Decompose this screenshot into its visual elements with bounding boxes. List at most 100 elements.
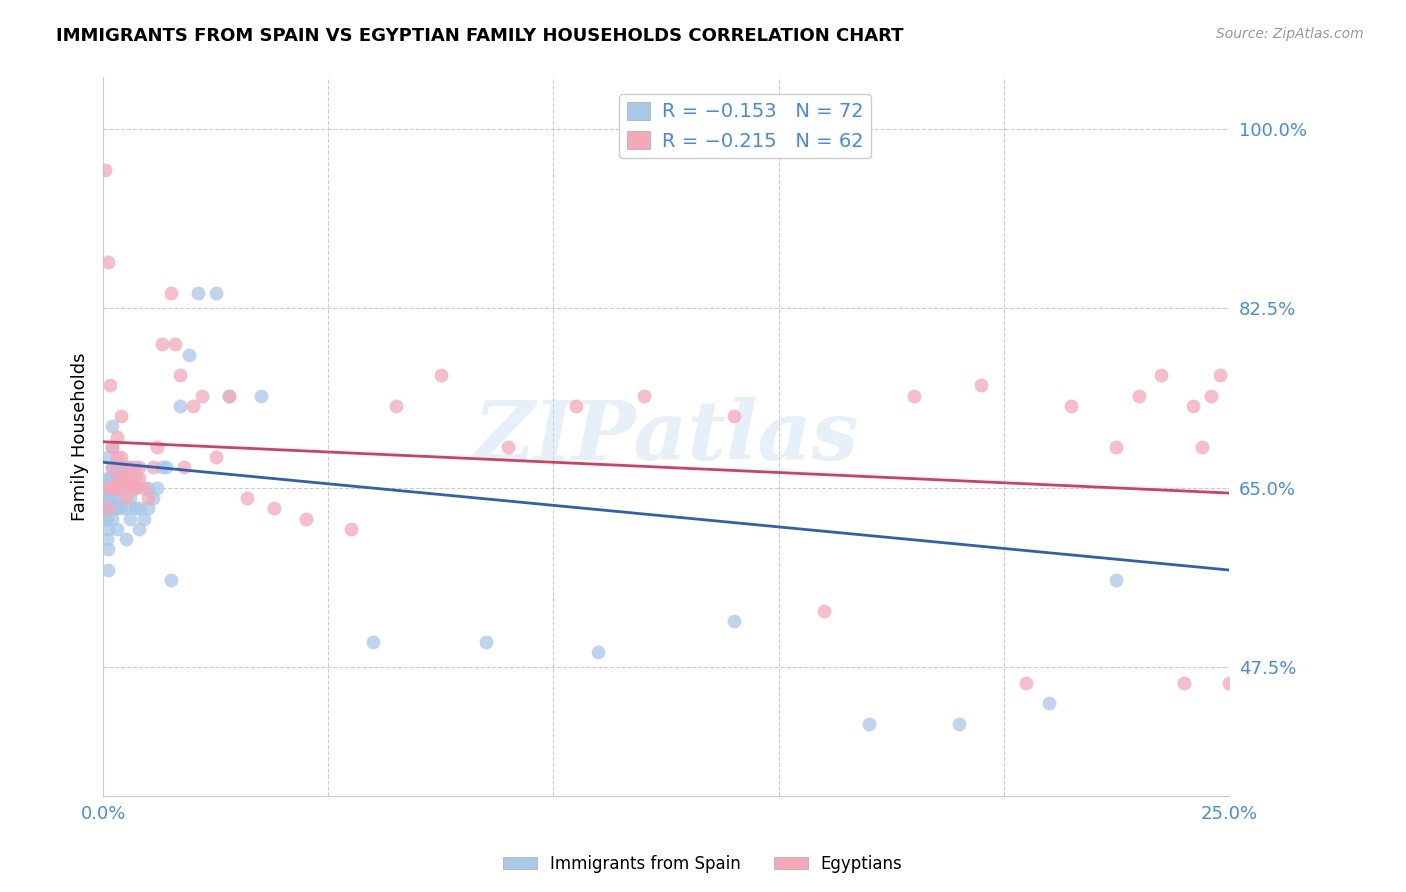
Point: [169, 368, 191, 382]
Point: [813, 604, 835, 618]
Point: [249, 388, 271, 402]
Point: [97, 481, 120, 495]
Point: [97, 255, 120, 269]
Point: [191, 388, 214, 402]
Point: [97, 450, 120, 464]
Point: [173, 460, 195, 475]
Point: [97, 501, 120, 516]
Point: [169, 399, 191, 413]
Point: [114, 460, 136, 475]
Point: [114, 501, 136, 516]
Point: [1191, 440, 1213, 454]
Point: [136, 481, 159, 495]
Point: [120, 491, 142, 505]
Point: [146, 440, 169, 454]
Point: [94, 501, 117, 516]
Point: [105, 522, 128, 536]
Text: ZIPatlas: ZIPatlas: [474, 397, 859, 476]
Point: [159, 574, 181, 588]
Point: [1209, 368, 1232, 382]
Y-axis label: Family Households: Family Households: [72, 352, 89, 521]
Point: [263, 501, 285, 516]
Point: [101, 460, 124, 475]
Point: [1105, 574, 1128, 588]
Point: [124, 460, 146, 475]
Point: [101, 481, 124, 495]
Point: [1173, 676, 1195, 690]
Point: [98, 481, 121, 495]
Point: [110, 501, 132, 516]
Point: [101, 419, 124, 434]
Point: [97, 470, 120, 484]
Point: [120, 470, 142, 484]
Point: [124, 481, 146, 495]
Point: [101, 470, 124, 484]
Point: [97, 481, 120, 495]
Point: [101, 460, 124, 475]
Point: [101, 501, 124, 516]
Point: [114, 491, 136, 505]
Point: [132, 511, 155, 525]
Point: [114, 533, 136, 547]
Point: [98, 378, 121, 392]
Point: [114, 470, 136, 484]
Point: [948, 717, 970, 731]
Point: [124, 470, 146, 484]
Point: [97, 522, 120, 536]
Point: [858, 717, 880, 731]
Point: [110, 470, 132, 484]
Point: [1060, 399, 1083, 413]
Point: [120, 511, 142, 525]
Point: [1128, 388, 1150, 402]
Point: [114, 460, 136, 475]
Point: [236, 491, 259, 505]
Legend: R = −0.153   N = 72, R = −0.215   N = 62: R = −0.153 N = 72, R = −0.215 N = 62: [619, 95, 870, 159]
Point: [101, 440, 124, 454]
Point: [101, 491, 124, 505]
Point: [97, 542, 120, 557]
Point: [150, 337, 173, 351]
Point: [723, 615, 745, 629]
Text: Source: ZipAtlas.com: Source: ZipAtlas.com: [1216, 27, 1364, 41]
Point: [142, 460, 165, 475]
Point: [120, 481, 142, 495]
Point: [110, 481, 132, 495]
Point: [136, 491, 159, 505]
Point: [1105, 440, 1128, 454]
Point: [124, 501, 146, 516]
Point: [218, 388, 240, 402]
Point: [103, 501, 125, 516]
Point: [110, 450, 132, 464]
Point: [96, 533, 118, 547]
Point: [94, 162, 117, 177]
Point: [94, 491, 117, 505]
Point: [903, 388, 925, 402]
Point: [430, 368, 453, 382]
Text: IMMIGRANTS FROM SPAIN VS EGYPTIAN FAMILY HOUSEHOLDS CORRELATION CHART: IMMIGRANTS FROM SPAIN VS EGYPTIAN FAMILY…: [56, 27, 904, 45]
Point: [363, 635, 385, 649]
Point: [155, 460, 177, 475]
Point: [385, 399, 408, 413]
Point: [103, 481, 125, 495]
Point: [498, 440, 520, 454]
Point: [97, 491, 120, 505]
Point: [105, 460, 128, 475]
Point: [110, 481, 132, 495]
Point: [1015, 676, 1038, 690]
Point: [105, 470, 128, 484]
Point: [128, 460, 150, 475]
Point: [101, 440, 124, 454]
Point: [114, 481, 136, 495]
Point: [218, 388, 240, 402]
Point: [96, 491, 118, 505]
Point: [101, 481, 124, 495]
Point: [970, 378, 993, 392]
Point: [98, 501, 121, 516]
Point: [94, 481, 117, 495]
Point: [105, 429, 128, 443]
Point: [128, 501, 150, 516]
Point: [1218, 676, 1240, 690]
Point: [187, 285, 209, 300]
Point: [181, 399, 204, 413]
Point: [110, 470, 132, 484]
